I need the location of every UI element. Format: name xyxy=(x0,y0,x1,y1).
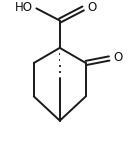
Text: O: O xyxy=(114,51,123,64)
Text: O: O xyxy=(88,1,97,14)
Text: HO: HO xyxy=(14,1,32,14)
